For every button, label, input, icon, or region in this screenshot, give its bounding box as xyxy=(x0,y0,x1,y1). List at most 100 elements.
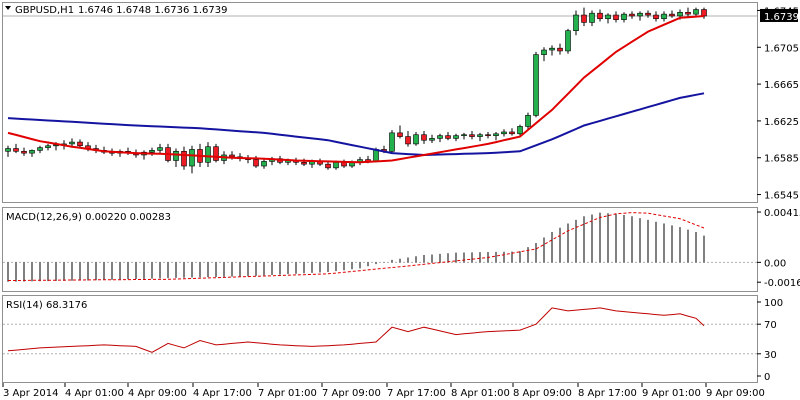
candle-body xyxy=(605,14,611,20)
time-tick-label: 4 Apr 17:00 xyxy=(193,388,252,399)
candle-body xyxy=(461,134,467,137)
candle-body xyxy=(389,132,395,152)
candle-body xyxy=(397,132,403,137)
candle-body xyxy=(453,135,459,139)
symbol-label: GBPUSD,H1 xyxy=(15,5,74,16)
rsi-tick-label: 0 xyxy=(764,372,770,383)
time-tick-label: 8 Apr 01:00 xyxy=(451,388,510,399)
candle-body xyxy=(77,141,83,147)
triangle-down-icon[interactable] xyxy=(5,6,11,10)
macd-title: MACD(12,26,9) 0.00220 0.00283 xyxy=(6,212,171,223)
time-tick-label: 8 Apr 09:00 xyxy=(513,388,572,399)
candle-body xyxy=(669,13,675,17)
candle-body xyxy=(325,163,331,169)
candle-body xyxy=(685,11,691,15)
rsi-line xyxy=(7,307,705,353)
candle-body xyxy=(565,30,571,52)
time-tick-label: 3 Apr 2014 xyxy=(3,388,58,399)
candle-body xyxy=(21,150,27,154)
candle-body xyxy=(333,162,339,169)
price-tick-label: 1.6705 xyxy=(764,43,799,54)
candle-body xyxy=(429,138,435,141)
candle-body xyxy=(301,162,307,165)
candle-body xyxy=(549,47,555,51)
candle-body xyxy=(213,146,219,161)
candle-body xyxy=(45,145,51,148)
candle-body xyxy=(413,134,419,145)
candle-body xyxy=(69,141,75,145)
rsi-title: RSI(14) 68.3176 xyxy=(6,300,87,311)
macd-tick-label: -0.00164 xyxy=(764,278,800,289)
current-price-badge xyxy=(760,8,798,22)
candle-body xyxy=(541,49,547,55)
time-tick-label: 9 Apr 01:00 xyxy=(642,388,701,399)
candle-body xyxy=(613,14,619,20)
candle-body xyxy=(157,147,163,151)
candle-body xyxy=(597,12,603,20)
rsi-tick-label: 30 xyxy=(764,350,777,361)
rsi-tick-label: 100 xyxy=(764,298,783,309)
macd-axis: 0.00415 0.00 -0.00164 xyxy=(757,208,800,289)
time-tick-label: 8 Apr 17:00 xyxy=(578,388,637,399)
candle-body xyxy=(469,134,475,137)
candle-body xyxy=(405,136,411,145)
candle-body xyxy=(437,135,443,139)
candle-body xyxy=(189,149,195,167)
macd-plot xyxy=(3,212,757,282)
rsi-axis: 100 70 30 0 xyxy=(757,298,783,383)
candle-body xyxy=(509,131,515,135)
candle-body xyxy=(149,150,155,153)
macd-signal-line xyxy=(8,212,705,281)
candle-body xyxy=(701,9,707,17)
time-tick-label: 4 Apr 09:00 xyxy=(128,388,187,399)
candle-body xyxy=(629,13,635,17)
rsi-pane[interactable]: 100 70 30 0 RSI(14) 68.3176 xyxy=(2,295,784,384)
candle-body xyxy=(653,14,659,20)
candle-body xyxy=(5,148,11,152)
price-tick-label: 1.6625 xyxy=(764,117,799,128)
price-tick-label: 1.6665 xyxy=(764,80,799,91)
candle-body xyxy=(181,150,187,167)
candle-body xyxy=(13,148,19,152)
moving-average-fast-line xyxy=(7,15,705,164)
candle-body xyxy=(533,54,539,116)
macd-pane[interactable]: 0.00415 0.00 -0.00164 MACD(12,26,9) 0.0022… xyxy=(2,207,800,292)
candle-body xyxy=(661,13,667,20)
time-tick-label: 7 Apr 17:00 xyxy=(387,388,446,399)
moving-average-slow-line xyxy=(7,92,705,157)
candle-body xyxy=(253,159,259,167)
candle-body xyxy=(573,14,579,31)
candle-body xyxy=(261,161,267,167)
candle-body xyxy=(501,131,507,135)
time-axis: 3 Apr 2014 4 Apr 01:00 4 Apr 09:00 4 Apr 17… xyxy=(2,383,765,399)
candle-body xyxy=(445,135,451,139)
candle-body xyxy=(517,126,523,135)
candle-body xyxy=(477,134,483,137)
ohlc-readout: 1.6746 1.6748 1.6736 1.6739 xyxy=(78,5,228,16)
current-price-label: 1.6739 xyxy=(764,12,799,23)
time-tick-label: 4 Apr 01:00 xyxy=(65,388,124,399)
price-tick-label: 1.6585 xyxy=(764,154,799,165)
candle-body xyxy=(493,133,499,136)
candle-body xyxy=(677,11,683,17)
candle-body xyxy=(229,154,235,158)
price-tick-label: 1.6545 xyxy=(764,191,799,202)
rsi-plot xyxy=(3,307,757,355)
candle-body xyxy=(637,12,643,17)
price-plot xyxy=(3,7,757,174)
candle-body xyxy=(693,9,699,15)
time-tick-label: 7 Apr 01:00 xyxy=(258,388,317,399)
candle-body xyxy=(485,134,491,137)
candle-body xyxy=(557,47,563,52)
candle-body xyxy=(173,150,179,161)
candle-body xyxy=(205,146,211,163)
candle-body xyxy=(621,13,627,20)
candle-body xyxy=(525,115,531,127)
candle-body xyxy=(581,14,587,23)
time-tick-label: 7 Apr 09:00 xyxy=(322,388,381,399)
macd-tick-label: 0.00415 xyxy=(764,208,800,219)
candle-body xyxy=(421,134,427,141)
macd-tick-label: 0.00 xyxy=(764,258,786,269)
